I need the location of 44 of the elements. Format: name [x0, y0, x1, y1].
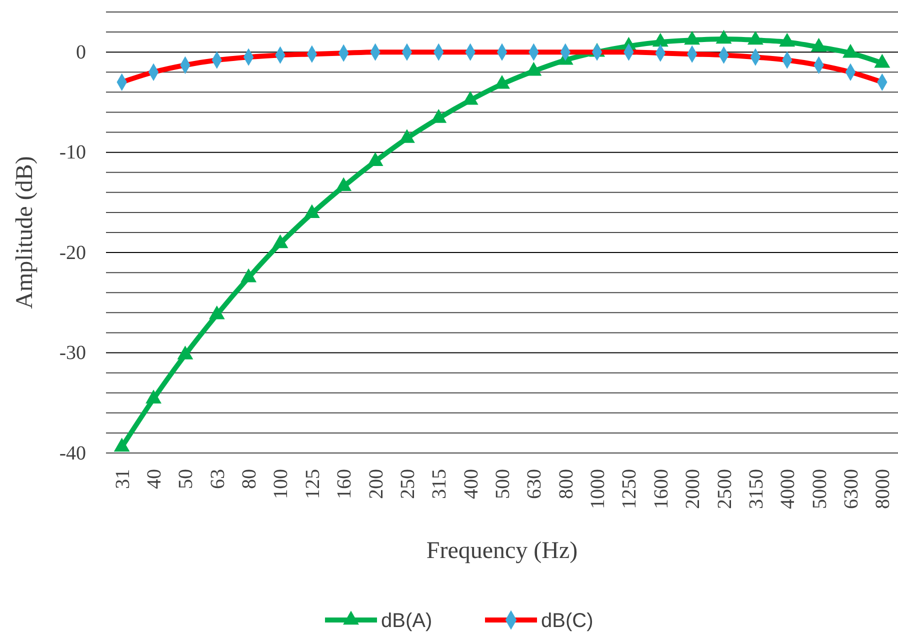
point [146, 390, 162, 404]
x-tick-label: 80 [238, 469, 261, 489]
legend-label: dB(C) [541, 610, 594, 632]
x-tick-label: 1000 [587, 469, 610, 509]
x-tick-label: 2000 [682, 469, 704, 509]
point [304, 204, 320, 218]
x-tick-label: 3150 [745, 469, 768, 509]
x-tick-label: 400 [460, 469, 482, 499]
legend-label: dB(A) [381, 610, 432, 632]
point [367, 152, 384, 166]
point [208, 305, 225, 320]
x-tick-label: 160 [334, 469, 356, 499]
point [177, 346, 194, 360]
point [240, 268, 257, 282]
point [114, 438, 130, 452]
x-tick-label: 1600 [650, 469, 672, 509]
y-tick-label: -30 [59, 342, 86, 364]
x-tick-label: 6300 [840, 469, 862, 509]
x-tick-label: 2500 [714, 469, 736, 509]
x-axis-title: Frequency (Hz) [426, 538, 578, 564]
x-tick-label: 800 [555, 469, 578, 499]
x-tick-label: 200 [365, 469, 388, 499]
x-tick-label: 630 [524, 469, 546, 499]
x-tick-label: 100 [270, 469, 292, 499]
x-tick-label: 4000 [777, 469, 800, 509]
y-tick-label: -10 [59, 142, 86, 164]
x-tick-label: 5000 [808, 469, 831, 509]
x-tick-label: 31 [112, 469, 134, 489]
point [398, 129, 415, 143]
x-tick-label: 315 [428, 469, 451, 499]
y-axis-title: Amplitude (dB) [12, 156, 38, 309]
point [336, 177, 352, 191]
x-tick-label: 63 [206, 469, 229, 489]
x-tick-label: 500 [492, 469, 514, 499]
y-tick-label: -20 [59, 242, 86, 264]
x-tick-label: 1250 [618, 469, 641, 509]
x-tick-label: 40 [144, 469, 166, 489]
point [272, 234, 288, 248]
x-tick-label: 125 [302, 469, 324, 499]
x-tick-label: 50 [175, 469, 198, 489]
x-tick-label: 8000 [872, 469, 894, 509]
y-tick-label: 0 [76, 41, 86, 64]
x-tick-label: 250 [396, 469, 419, 499]
y-tick-label: -40 [59, 442, 86, 464]
